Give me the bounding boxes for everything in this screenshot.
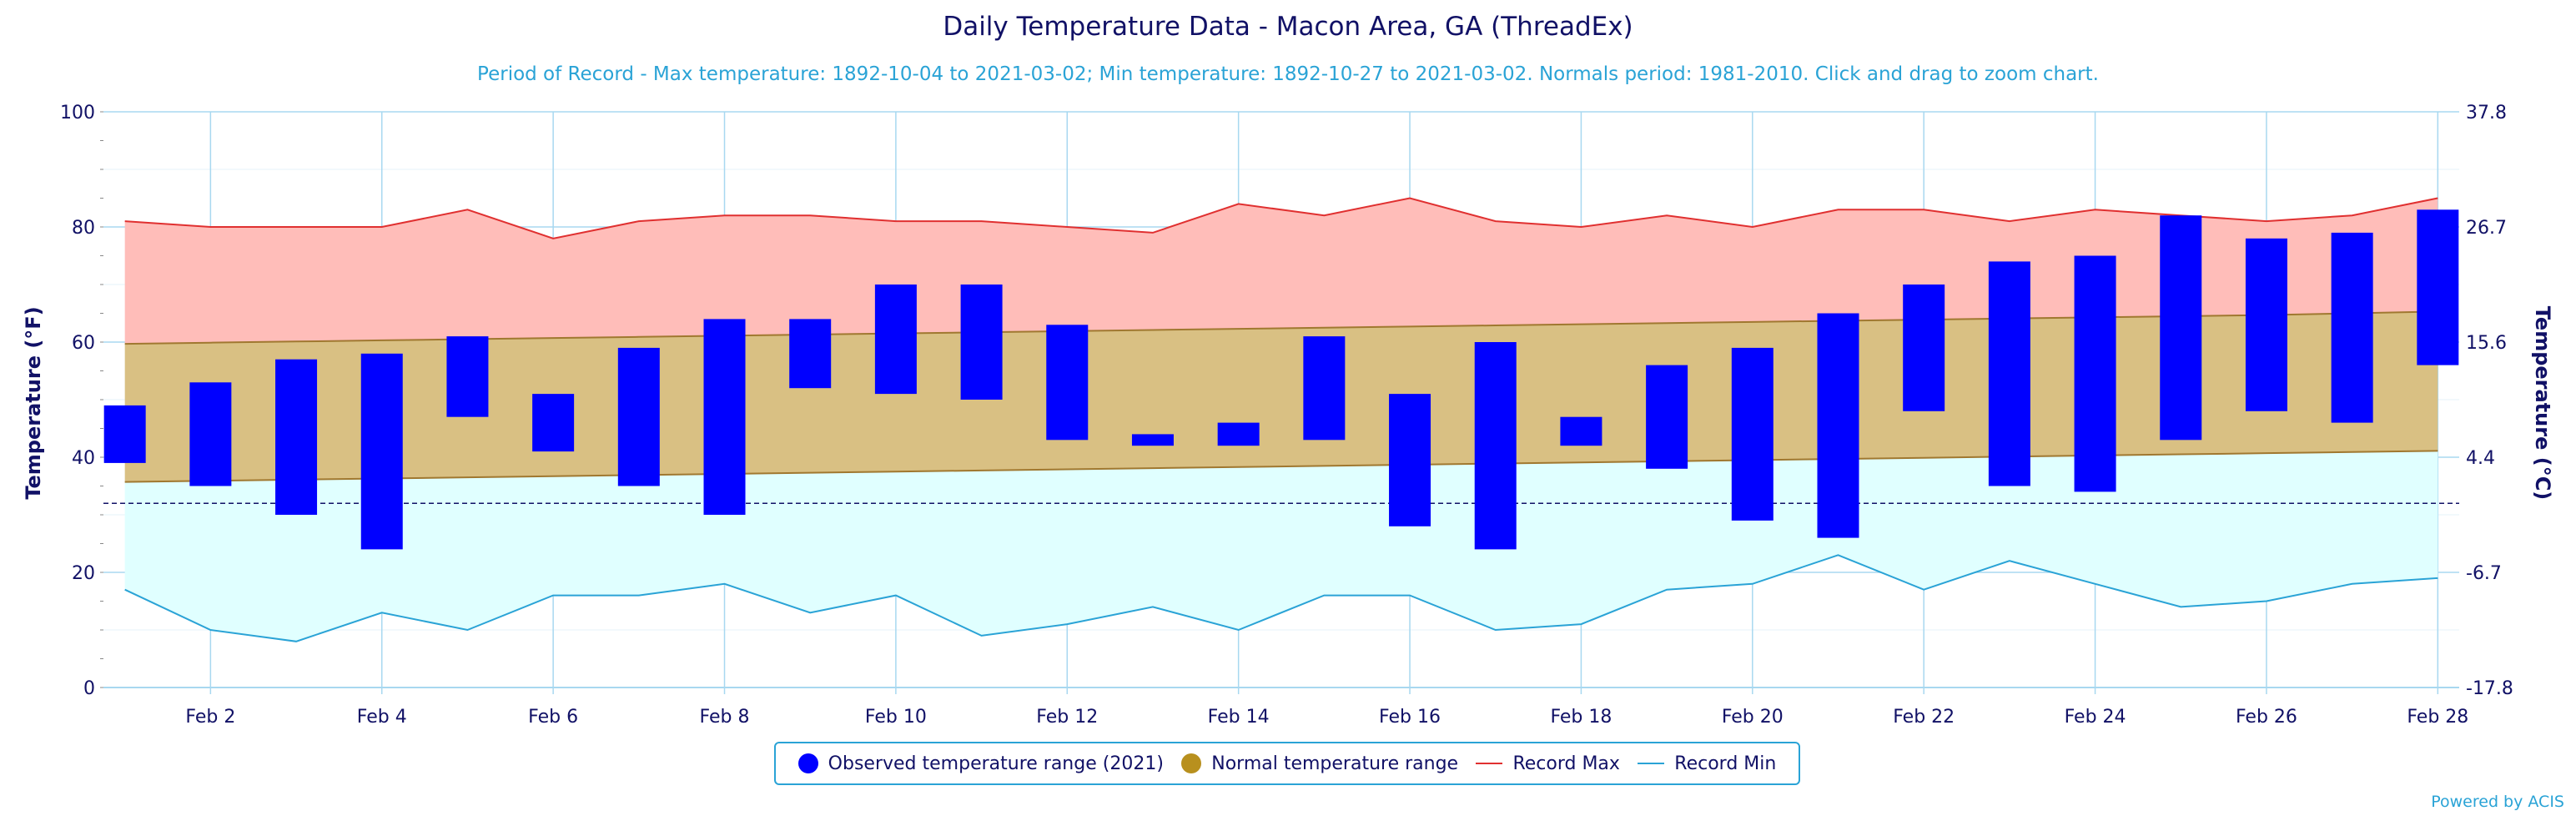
credit-link[interactable]: Powered by ACIS — [2431, 793, 2564, 811]
y2-tick-label: 15.6 — [2466, 333, 2507, 354]
y-tick-label: 20 — [72, 563, 95, 584]
legend-label: Observed temperature range (2021) — [828, 753, 1164, 774]
legend-item-normal[interactable]: Normal temperature range — [1181, 753, 1458, 774]
x-tick-label: Feb 12 — [1036, 707, 1098, 728]
y2-tick-label: 26.7 — [2466, 218, 2507, 239]
record-max-area — [124, 198, 2438, 345]
observed-bar — [1646, 365, 1688, 469]
record-min-line — [124, 554, 2438, 642]
y2-axis-label: Temperature (°C) — [2531, 306, 2554, 501]
x-tick-label: Feb 26 — [2236, 707, 2297, 728]
record-lines — [103, 197, 2459, 642]
observed-bar — [1389, 394, 1431, 526]
axes: 0 20 40 60 80 100 -17.8 -6.7 4.4 15.6 26.7 37.8 Feb … — [60, 103, 2513, 728]
chart-title: Daily Temperature Data - Macon Area, GA … — [943, 12, 1633, 42]
observed-bar — [360, 353, 403, 550]
observed-bar — [1046, 325, 1089, 441]
observed-bar — [2417, 209, 2459, 365]
x-tick-label: Feb 24 — [2065, 707, 2126, 728]
chart-subtitle: Period of Record - Max temperature: 1892… — [477, 63, 2099, 85]
y-tick-label: 60 — [72, 333, 95, 354]
observed-bars — [103, 209, 2459, 550]
observed-bar — [617, 347, 660, 486]
observed-bar — [275, 359, 318, 515]
y-tick-label: 0 — [83, 678, 95, 699]
observed-bar — [189, 382, 232, 486]
observed-bar — [1903, 285, 1945, 411]
legend-item-record-max[interactable]: Record Max — [1476, 753, 1620, 774]
observed-bar — [1817, 313, 1859, 538]
observed-bar — [446, 336, 489, 417]
y-tick-label: 100 — [60, 103, 95, 123]
area-layers — [124, 198, 2438, 642]
record-max-swatch-icon — [1476, 763, 1503, 764]
x-tick-label: Feb 16 — [1379, 707, 1441, 728]
legend: Observed temperature range (2021) Normal… — [774, 742, 1800, 785]
observed-bar — [2074, 255, 2116, 492]
legend-label: Record Max — [1512, 753, 1620, 774]
x-tick-label: Feb 14 — [1208, 707, 1270, 728]
observed-bar — [1131, 434, 1174, 446]
y-tick-label: 80 — [72, 218, 95, 239]
x-tick-label: Feb 22 — [1893, 707, 1955, 728]
x-tick-label: Feb 20 — [1722, 707, 1784, 728]
x-tick-label: Feb 18 — [1550, 707, 1612, 728]
observed-bar — [874, 285, 917, 395]
observed-bar — [103, 405, 146, 463]
observed-bar — [1560, 416, 1602, 446]
observed-bar — [703, 319, 746, 515]
observed-bar — [1217, 422, 1260, 446]
y2-tick-label: -6.7 — [2466, 563, 2502, 584]
normal-high-line — [124, 310, 2438, 345]
y2-tick-label: 4.4 — [2466, 448, 2495, 469]
observed-bar — [2160, 215, 2202, 441]
legend-item-observed[interactable]: Observed temperature range (2021) — [797, 753, 1164, 774]
normal-swatch-icon — [1181, 753, 1202, 773]
record-min-area — [124, 451, 2438, 642]
observed-bar — [1988, 261, 2030, 486]
observed-bar — [960, 285, 1003, 400]
observed-bar — [2245, 238, 2287, 411]
observed-bar — [789, 319, 832, 389]
x-tick-label: Feb 10 — [865, 707, 927, 728]
x-tick-label: Feb 4 — [357, 707, 407, 728]
y2-tick-label: 37.8 — [2466, 103, 2507, 123]
y-tick-label: 40 — [72, 448, 95, 469]
normal-range-area — [124, 311, 2438, 482]
x-tick-label: Feb 2 — [185, 707, 235, 728]
observed-bar — [1474, 342, 1517, 550]
record-max-line — [124, 197, 2438, 239]
record-min-swatch-icon — [1638, 763, 1665, 764]
x-tick-label: Feb 8 — [700, 707, 750, 728]
normal-low-line — [124, 450, 2438, 483]
observed-bar — [1303, 336, 1346, 441]
legend-label: Normal temperature range — [1211, 753, 1459, 774]
observed-swatch-icon — [797, 753, 818, 773]
y-axis-label: Temperature (°F) — [22, 306, 45, 499]
observed-bar — [2331, 232, 2373, 423]
x-tick-label: Feb 6 — [528, 707, 578, 728]
legend-label: Record Min — [1674, 753, 1777, 774]
y2-tick-label: -17.8 — [2466, 678, 2513, 699]
x-tick-label: Feb 28 — [2407, 707, 2468, 728]
legend-item-record-min[interactable]: Record Min — [1638, 753, 1776, 774]
observed-bar — [532, 394, 575, 452]
observed-bar — [1731, 347, 1774, 521]
